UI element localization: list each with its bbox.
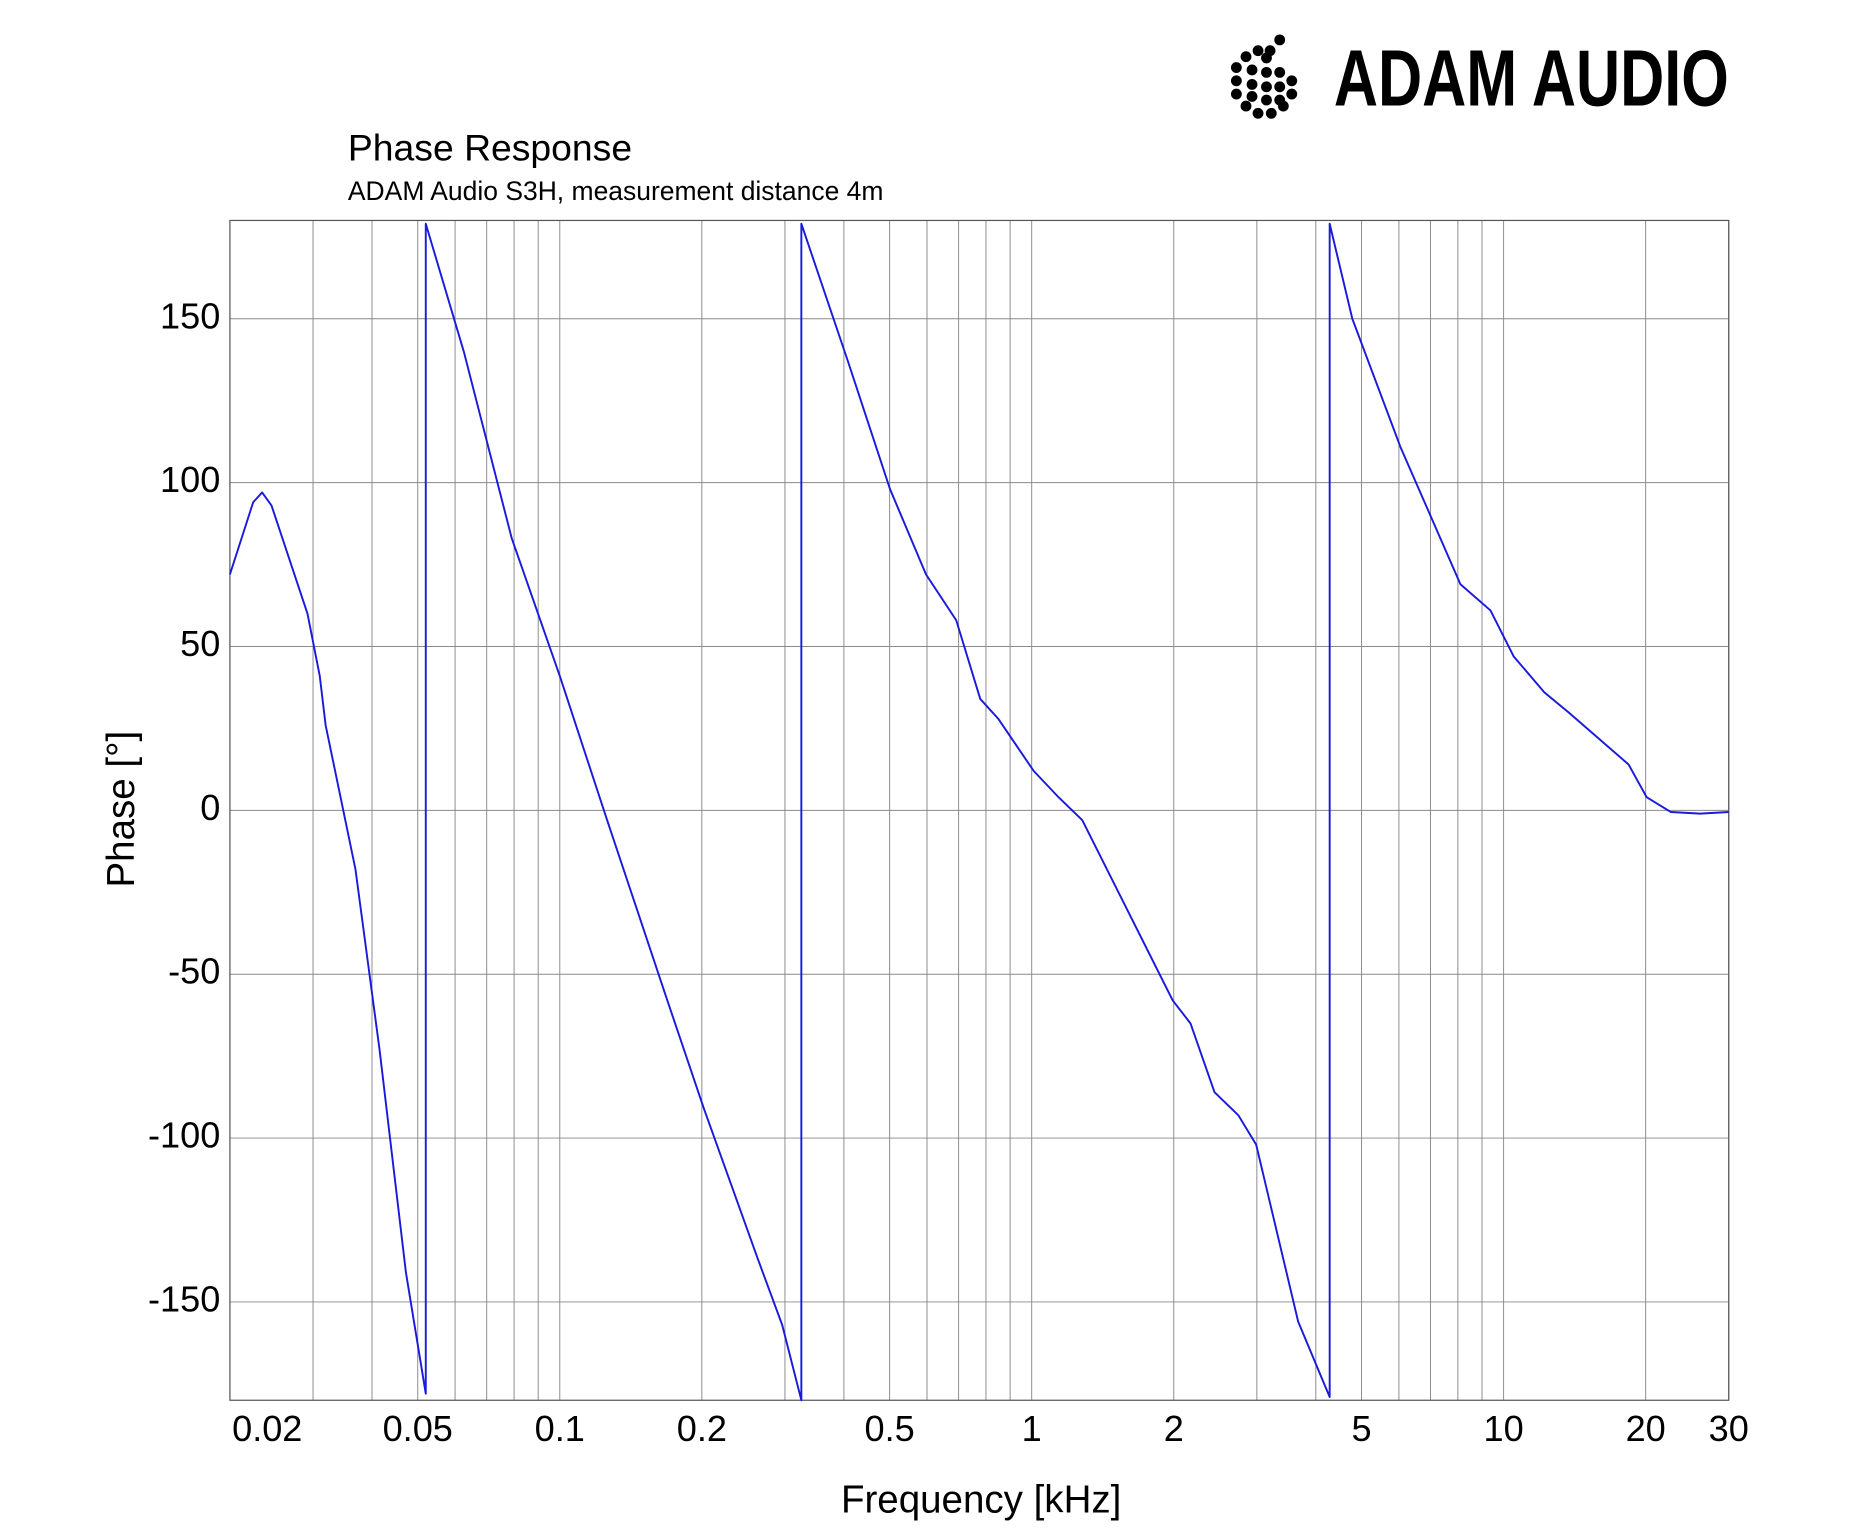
logo-icon (1230, 34, 1298, 119)
x-tick-label: 10 (1484, 1408, 1524, 1449)
y-tick-label: 0 (200, 787, 220, 828)
x-tick-label: 30 (1709, 1408, 1749, 1449)
x-tick-label: 20 (1626, 1408, 1666, 1449)
chart-title: Phase Response (348, 126, 632, 168)
chart-subtitle: ADAM Audio S3H, measurement distance 4m (348, 176, 884, 206)
logo-text: ADAM AUDIO (1334, 33, 1729, 122)
y-tick-label: -150 (148, 1278, 220, 1319)
x-axis-label: Frequency [kHz] (841, 1479, 1121, 1522)
x-tick-label: 0.5 (865, 1408, 915, 1449)
x-tick-label: 2 (1164, 1408, 1184, 1449)
x-tick-label: 0.1 (535, 1408, 585, 1449)
y-axis-label: Phase [°] (100, 731, 143, 888)
phase-line (229, 222, 1729, 1402)
y-tick-label: 50 (180, 623, 220, 664)
x-tick-label: 0.05 (383, 1408, 453, 1449)
x-tick-label: 0.02 (232, 1408, 302, 1449)
y-tick-label: -50 (168, 951, 220, 992)
x-tick-label: 0.2 (677, 1408, 727, 1449)
x-tick-label: 1 (1022, 1408, 1042, 1449)
y-tick-label: -100 (148, 1115, 220, 1156)
plot-frame (229, 219, 1730, 1401)
y-tick-label: 150 (160, 295, 220, 336)
y-tick-label: 100 (160, 459, 220, 500)
x-tick-label: 5 (1351, 1408, 1371, 1449)
